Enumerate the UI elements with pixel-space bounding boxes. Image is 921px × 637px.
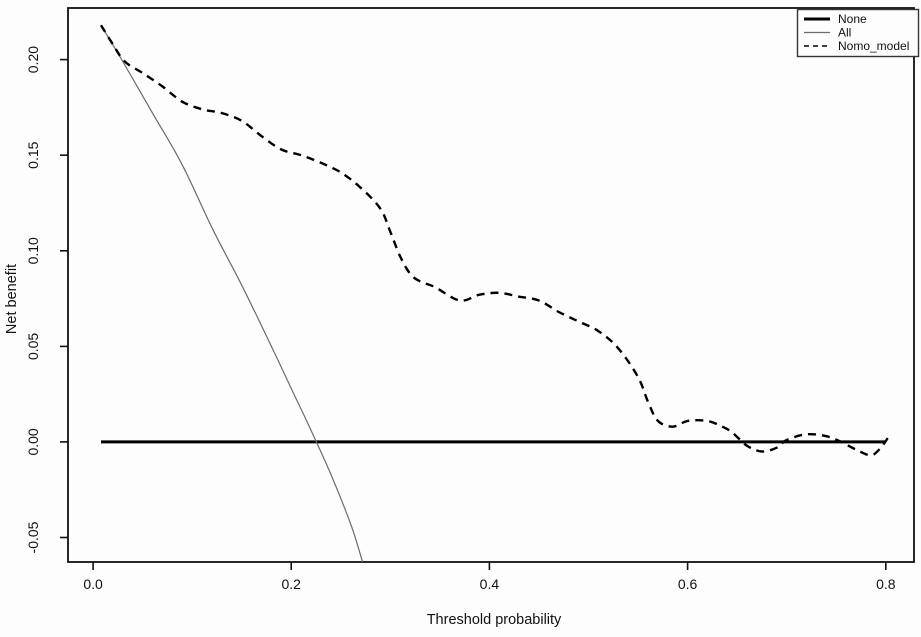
plot-box — [67, 7, 915, 563]
series-line-all — [100, 24, 364, 563]
series-lines — [99, 24, 889, 563]
y-tick-label: 0.05 — [25, 333, 41, 360]
plot-frame — [67, 7, 915, 563]
series-line-nomo_model — [99, 24, 889, 457]
legend-item-all: All — [804, 26, 851, 40]
y-tick-label: -0.05 — [25, 521, 41, 553]
legend-item-label: All — [838, 26, 851, 40]
y-axis-title: Net benefit — [4, 264, 20, 334]
x-tick-label: 0.6 — [678, 576, 698, 592]
legend-item-none: None — [804, 12, 867, 26]
x-tick-label: 0.0 — [83, 576, 103, 592]
y-tick-label: 0.15 — [25, 141, 41, 168]
y-tick-label: 0.00 — [25, 428, 41, 455]
x-axis-title: Threshold probability — [427, 612, 562, 628]
y-tick-label: 0.10 — [25, 237, 41, 264]
legend-item-label: Nomo_model — [838, 39, 909, 53]
x-tick-label: 0.4 — [480, 576, 500, 592]
legend-item-label: None — [838, 12, 867, 26]
x-tick-label: 0.8 — [876, 576, 896, 592]
axes: 0.0 0.2 0.4 0.6 0.8 -0.05 0.00 0.05 0.10 0.15 0.20 — [25, 46, 896, 592]
legend-item-nomo_model: Nomo_model — [804, 39, 909, 53]
x-tick-label: 0.2 — [281, 576, 301, 592]
y-tick-label: 0.20 — [25, 46, 41, 73]
